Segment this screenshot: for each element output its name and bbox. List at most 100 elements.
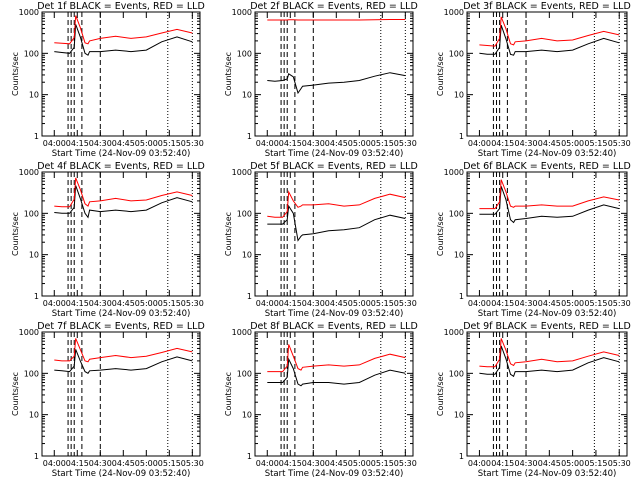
series-line-lld bbox=[54, 177, 193, 208]
y-tick-label: 10 bbox=[242, 91, 252, 100]
x-tick-label: 04:15 bbox=[279, 299, 302, 308]
x-axis-label: Start Time (24-Nov-09 03:52:40) bbox=[52, 149, 191, 159]
x-tick-label: 05:15 bbox=[158, 139, 181, 148]
panel-title: Det 5f BLACK = Events, RED = LLD bbox=[250, 161, 418, 172]
series-line-lld bbox=[54, 338, 193, 363]
panel-title: Det 6f BLACK = Events, RED = LLD bbox=[463, 161, 631, 172]
x-tick-label: 05:30 bbox=[181, 459, 204, 468]
x-tick-label: 05:00 bbox=[561, 299, 584, 308]
x-tick-label: 05:30 bbox=[394, 459, 417, 468]
x-tick-label: 05:00 bbox=[348, 139, 371, 148]
y-tick-label: 100 bbox=[237, 369, 252, 378]
y-tick-label: 100 bbox=[237, 49, 252, 58]
panel-title: Det 3f BLACK = Events, RED = LLD bbox=[463, 1, 631, 12]
x-axis-label: Start Time (24-Nov-09 03:52:40) bbox=[478, 149, 617, 159]
y-tick-label: 1000 bbox=[444, 168, 464, 177]
x-axis-label: Start Time (24-Nov-09 03:52:40) bbox=[265, 309, 404, 319]
panel-det-1: Det 1f BLACK = Events, RED = LLD 1 10 100 10… bbox=[11, 1, 205, 159]
y-tick-label: 1000 bbox=[232, 168, 252, 177]
x-tick-label: 05:00 bbox=[135, 299, 158, 308]
y-axis-label: Counts/sec bbox=[436, 212, 445, 256]
y-tick-label: 100 bbox=[24, 209, 39, 218]
y-tick-label: 1 bbox=[34, 292, 39, 301]
x-axis-label: Start Time (24-Nov-09 03:52:40) bbox=[265, 149, 404, 159]
y-tick-label: 1 bbox=[247, 292, 252, 301]
x-tick-label: 04:45 bbox=[538, 299, 561, 308]
x-axis-label: Start Time (24-Nov-09 03:52:40) bbox=[52, 309, 191, 319]
panel-title: Det 8f BLACK = Events, RED = LLD bbox=[250, 321, 418, 332]
y-axis-label: Counts/sec bbox=[224, 52, 233, 96]
y-tick-label: 1000 bbox=[444, 8, 464, 17]
y-tick-label: 10 bbox=[242, 251, 252, 260]
y-tick-label: 100 bbox=[237, 209, 252, 218]
y-tick-label: 1 bbox=[459, 132, 464, 141]
y-tick-label: 100 bbox=[24, 369, 39, 378]
y-tick-label: 10 bbox=[454, 411, 464, 420]
x-tick-label: 05:00 bbox=[348, 459, 371, 468]
x-tick-label: 05:15 bbox=[371, 299, 394, 308]
y-tick-label: 10 bbox=[29, 91, 39, 100]
series-line-lld bbox=[267, 190, 406, 218]
y-axis-label: Counts/sec bbox=[11, 212, 20, 256]
x-tick-label: 05:30 bbox=[181, 299, 204, 308]
y-tick-label: 1 bbox=[459, 452, 464, 461]
series-line-events bbox=[479, 25, 620, 56]
x-tick-label: 05:30 bbox=[608, 299, 631, 308]
x-tick-label: 04:45 bbox=[112, 459, 135, 468]
y-tick-label: 1 bbox=[34, 132, 39, 141]
y-tick-label: 10 bbox=[29, 251, 39, 260]
y-axis-label: Counts/sec bbox=[11, 52, 20, 96]
x-tick-label: 05:15 bbox=[371, 459, 394, 468]
plot-frame bbox=[254, 331, 414, 457]
y-axis-label: Counts/sec bbox=[436, 372, 445, 416]
y-tick-label: 1 bbox=[247, 132, 252, 141]
x-tick-label: 05:30 bbox=[394, 299, 417, 308]
x-tick-label: 04:15 bbox=[279, 459, 302, 468]
x-tick-label: 05:00 bbox=[135, 139, 158, 148]
x-tick-label: 04:30 bbox=[302, 459, 325, 468]
x-tick-label: 04:00 bbox=[256, 299, 279, 308]
x-tick-label: 04:00 bbox=[468, 299, 491, 308]
y-axis-label: Counts/sec bbox=[224, 212, 233, 256]
y-tick-label: 10 bbox=[242, 411, 252, 420]
series-line-events bbox=[54, 24, 193, 56]
panel-det-2: Det 2f BLACK = Events, RED = LLD 1 10 100 10… bbox=[224, 1, 418, 159]
y-tick-label: 10 bbox=[29, 411, 39, 420]
x-tick-label: 04:30 bbox=[514, 459, 537, 468]
plot-frame bbox=[254, 11, 414, 137]
x-tick-label: 05:15 bbox=[584, 139, 607, 148]
x-tick-label: 05:30 bbox=[608, 139, 631, 148]
y-tick-label: 1 bbox=[247, 452, 252, 461]
series-line-events bbox=[267, 357, 406, 387]
series-line-lld bbox=[479, 179, 620, 210]
plot-frame bbox=[254, 171, 414, 297]
x-tick-label: 04:45 bbox=[325, 299, 348, 308]
y-tick-label: 10 bbox=[454, 91, 464, 100]
x-tick-label: 04:30 bbox=[514, 139, 537, 148]
x-tick-label: 04:15 bbox=[491, 459, 514, 468]
panel-det-6: Det 6f BLACK = Events, RED = LLD 1 10 100 10… bbox=[436, 161, 631, 319]
series-line-events bbox=[267, 72, 406, 95]
series-line-lld bbox=[54, 15, 193, 45]
y-tick-label: 100 bbox=[24, 49, 39, 58]
panel-title: Det 1f BLACK = Events, RED = LLD bbox=[37, 1, 205, 12]
x-tick-label: 04:00 bbox=[468, 459, 491, 468]
plot-frame bbox=[41, 331, 201, 457]
x-tick-label: 04:15 bbox=[491, 139, 514, 148]
x-tick-label: 04:30 bbox=[514, 299, 537, 308]
x-tick-label: 04:00 bbox=[256, 459, 279, 468]
y-tick-label: 100 bbox=[449, 369, 464, 378]
x-tick-label: 04:45 bbox=[112, 299, 135, 308]
x-tick-label: 04:45 bbox=[538, 459, 561, 468]
x-tick-label: 05:00 bbox=[561, 459, 584, 468]
y-tick-label: 1 bbox=[459, 292, 464, 301]
x-tick-label: 05:30 bbox=[608, 459, 631, 468]
x-tick-label: 04:30 bbox=[89, 139, 112, 148]
x-tick-label: 05:15 bbox=[584, 299, 607, 308]
plot-frame bbox=[466, 171, 628, 297]
x-tick-label: 05:00 bbox=[561, 139, 584, 148]
y-tick-label: 100 bbox=[449, 49, 464, 58]
plot-frame bbox=[41, 171, 201, 297]
y-tick-label: 1 bbox=[34, 452, 39, 461]
